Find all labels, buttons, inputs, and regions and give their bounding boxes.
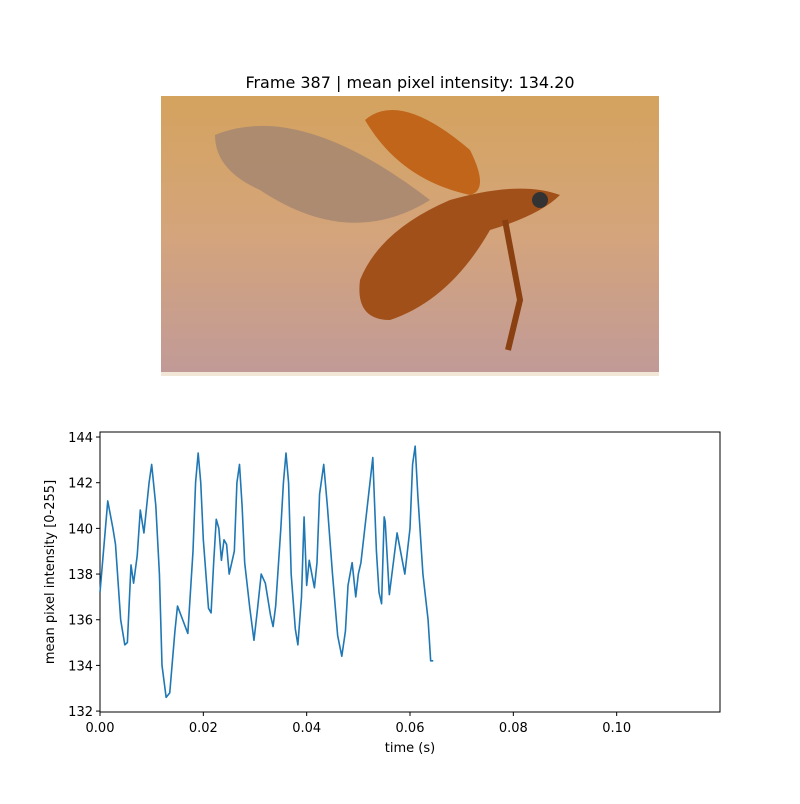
frame-title: Frame 387 | mean pixel intensity: 134.20 xyxy=(245,73,574,92)
x-axis-label: time (s) xyxy=(385,741,435,756)
y-tick-label: 136 xyxy=(68,614,93,629)
y-tick-label: 140 xyxy=(68,522,93,537)
x-tick-label: 0.04 xyxy=(292,721,321,736)
y-tick-label: 144 xyxy=(68,431,93,446)
y-tick-label: 138 xyxy=(68,568,93,583)
frame-image xyxy=(161,96,659,376)
x-tick-label: 0.08 xyxy=(499,721,528,736)
y-tick-label: 142 xyxy=(68,477,93,492)
y-tick-label: 134 xyxy=(68,659,93,674)
x-tick-label: 0.10 xyxy=(602,721,631,736)
plot-frame xyxy=(99,431,721,713)
x-tick-label: 0.02 xyxy=(189,721,218,736)
x-tick-label: 0.06 xyxy=(396,721,425,736)
x-tick-label: 0.00 xyxy=(86,721,115,736)
y-axis-label: mean pixel intensity [0-255] xyxy=(43,480,58,664)
y-tick-label: 132 xyxy=(68,705,93,720)
data-line xyxy=(99,445,434,699)
